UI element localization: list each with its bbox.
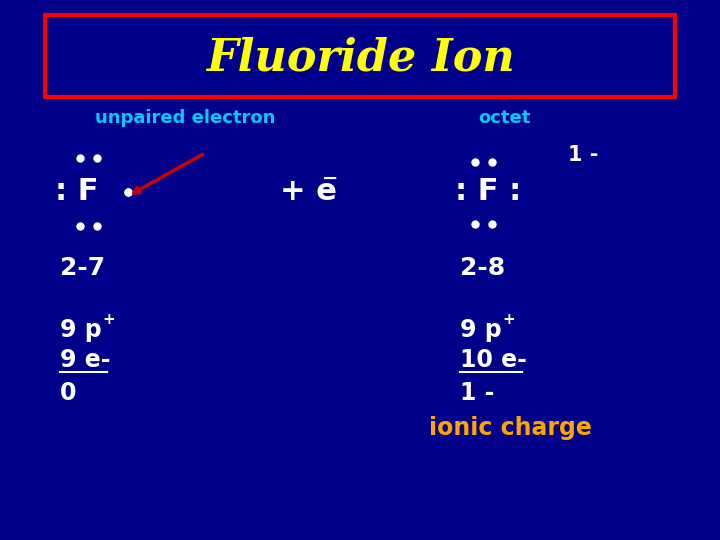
Text: unpaired electron: unpaired electron [95, 109, 275, 127]
Text: 1 -: 1 - [568, 145, 598, 165]
Text: 9 e-: 9 e- [60, 348, 110, 372]
Text: −: − [322, 168, 338, 187]
Text: +: + [102, 313, 114, 327]
Text: 9 p: 9 p [60, 318, 102, 342]
Text: + e: + e [280, 178, 337, 206]
Text: ionic charge: ionic charge [428, 416, 591, 440]
Text: +: + [502, 313, 515, 327]
Text: Fluoride Ion: Fluoride Ion [206, 37, 514, 79]
Text: 10 e-: 10 e- [460, 348, 527, 372]
Text: octet: octet [478, 109, 531, 127]
Text: : F: : F [55, 178, 99, 206]
Text: 9 p: 9 p [460, 318, 502, 342]
FancyBboxPatch shape [45, 15, 675, 97]
Text: 2-7: 2-7 [60, 256, 105, 280]
Text: 2-8: 2-8 [460, 256, 505, 280]
Text: 1 -: 1 - [460, 381, 495, 405]
Text: 0: 0 [60, 381, 76, 405]
Text: : F :: : F : [455, 178, 521, 206]
